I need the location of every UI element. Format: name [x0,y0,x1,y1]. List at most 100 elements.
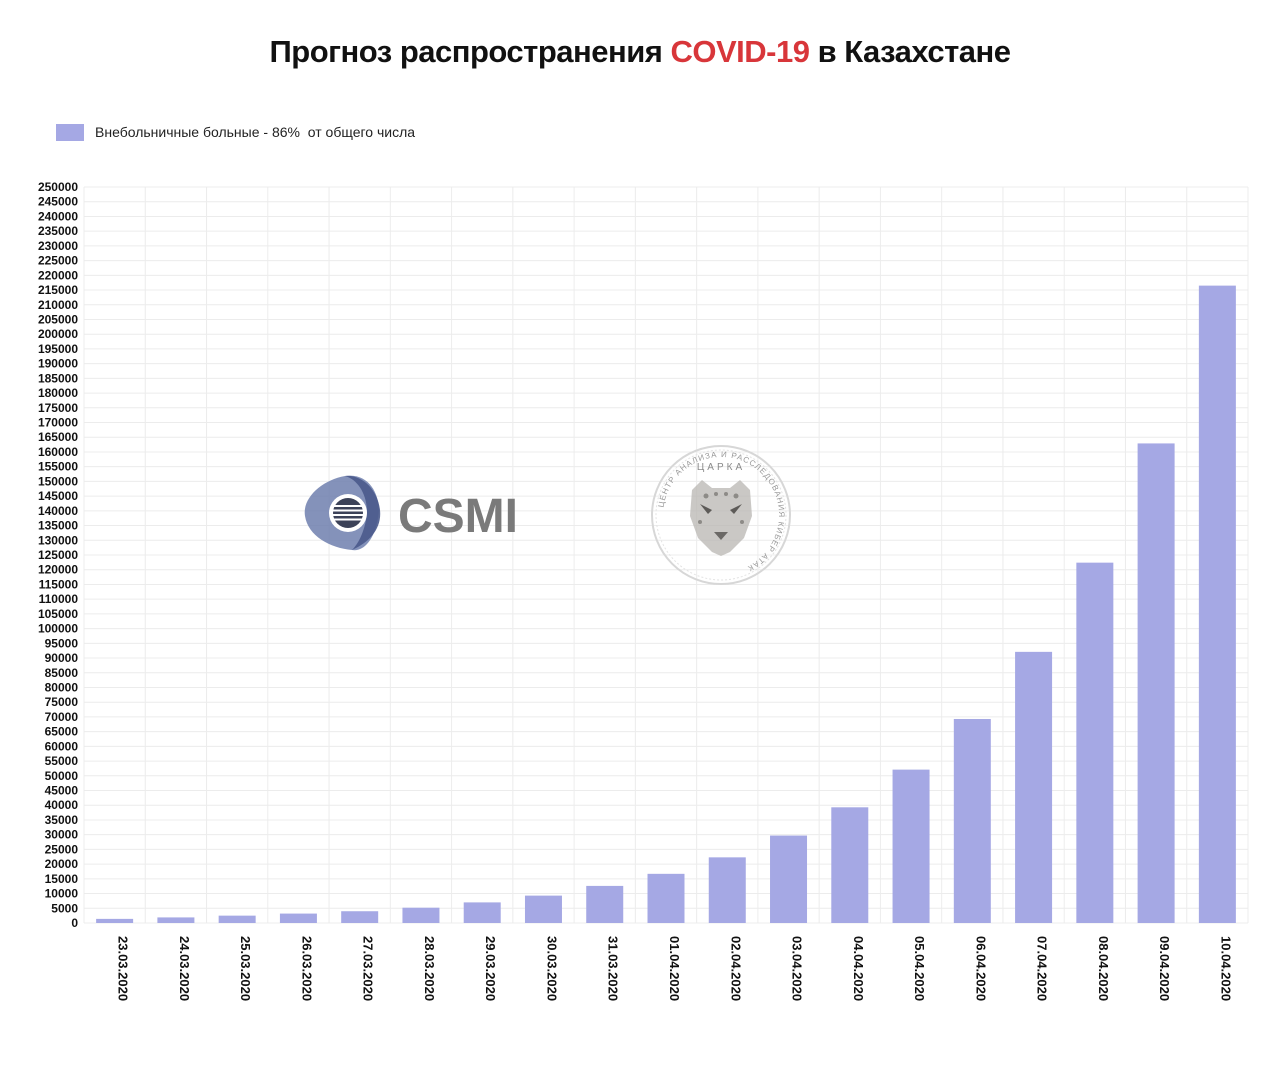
y-tick-label: 120000 [38,563,78,577]
y-tick-label: 130000 [38,533,78,547]
x-tick-label: 24.03.2020 [177,936,192,1001]
y-tick-label: 135000 [38,519,78,533]
bar-05.04.2020 [892,769,930,923]
x-tick-label: 08.04.2020 [1096,936,1111,1001]
y-tick-label: 65000 [45,725,79,739]
y-tick-label: 45000 [45,784,79,798]
seal-top-text: ЦАРКА [697,462,745,473]
y-tick-label: 125000 [38,548,78,562]
bar-10.04.2020 [1198,285,1236,923]
y-tick-label: 165000 [38,430,78,444]
carka-seal-logo: ЦЕНТР АНАЛИЗА И РАССЛЕДОВАНИЯ КИБЕР АТАК… [651,445,791,585]
bar-31.03.2020 [586,885,624,923]
x-tick-label: 07.04.2020 [1035,936,1050,1001]
x-tick-label: 09.04.2020 [1157,936,1172,1001]
y-tick-label: 10000 [45,887,79,901]
y-tick-label: 30000 [45,828,79,842]
y-tick-label: 195000 [38,342,78,356]
y-tick-label: 140000 [38,504,78,518]
y-tick-label: 170000 [38,416,78,430]
y-tick-label: 145000 [38,489,78,503]
y-tick-label: 115000 [39,577,79,591]
y-tick-label: 0 [71,916,78,930]
bar-01.04.2020 [647,873,685,923]
y-tick-label: 190000 [38,357,78,371]
x-tick-label: 02.04.2020 [728,936,743,1001]
bar-09.04.2020 [1137,443,1175,923]
x-tick-label: 28.03.2020 [422,936,437,1001]
y-axis-ticks: 0500010000150002000025000300003500040000… [38,180,78,930]
y-tick-label: 175000 [38,401,78,415]
x-tick-label: 03.04.2020 [790,936,805,1001]
y-tick-label: 185000 [38,371,78,385]
bar-30.03.2020 [524,895,562,923]
x-tick-label: 31.03.2020 [606,936,621,1001]
x-tick-label: 05.04.2020 [912,936,927,1001]
legend: Внебольничные больные - 86% от общего чи… [56,122,415,142]
y-tick-label: 210000 [38,298,78,312]
y-tick-label: 55000 [45,754,79,768]
bar-03.04.2020 [770,835,808,923]
y-tick-label: 235000 [38,224,78,238]
y-tick-label: 90000 [45,651,79,665]
csmi-logo-text: CSMI [398,490,518,543]
y-tick-label: 215000 [38,283,78,297]
bar-27.03.2020 [341,911,379,923]
y-tick-label: 60000 [45,739,79,753]
x-tick-label: 10.04.2020 [1218,936,1233,1001]
title-after: в Казахстане [809,34,1011,69]
y-tick-label: 240000 [38,209,78,223]
y-tick-label: 100000 [38,622,78,636]
y-tick-label: 95000 [45,636,79,650]
bar-24.03.2020 [157,917,195,923]
x-tick-label: 26.03.2020 [299,936,314,1001]
y-tick-label: 50000 [45,769,79,783]
y-tick-label: 80000 [45,680,79,694]
y-tick-label: 220000 [38,268,78,282]
y-tick-label: 70000 [45,710,79,724]
y-tick-label: 230000 [38,239,78,253]
y-tick-label: 75000 [45,695,79,709]
legend-swatch [56,123,84,141]
bar-29.03.2020 [463,902,501,923]
x-axis-ticks: 23.03.2020 24.03.2020 25.03.2020 26.03.2020… [116,936,1234,1001]
y-tick-label: 110000 [39,592,79,606]
y-tick-label: 245000 [38,195,78,209]
x-tick-label: 06.04.2020 [973,936,988,1001]
y-tick-label: 150000 [38,474,78,488]
bar-02.04.2020 [708,857,746,923]
chart-title: Прогноз распространения COVID-19 в Казах… [0,34,1280,70]
y-tick-label: 180000 [38,386,78,400]
x-tick-label: 30.03.2020 [544,936,559,1001]
bar-06.04.2020 [953,718,991,923]
y-tick-label: 25000 [45,842,79,856]
bar-04.04.2020 [831,807,869,923]
bar-07.04.2020 [1015,651,1053,923]
y-tick-label: 5000 [51,901,78,915]
y-tick-label: 250000 [38,180,78,194]
legend-label: Внебольничные больные - 86% от общего чи… [95,124,416,140]
x-tick-label: 01.04.2020 [667,936,682,1001]
bar-08.04.2020 [1076,562,1114,923]
y-tick-label: 205000 [38,312,78,326]
bar-25.03.2020 [218,915,256,923]
y-tick-label: 160000 [38,445,78,459]
y-tick-label: 85000 [45,666,79,680]
x-tick-label: 23.03.2020 [116,936,131,1001]
bars [96,285,1236,923]
title-before: Прогноз распространения [269,34,671,69]
x-tick-label: 29.03.2020 [483,936,498,1001]
csmi-logo: CSMI [304,475,518,551]
x-tick-label: 04.04.2020 [851,936,866,1001]
y-tick-label: 105000 [38,607,78,621]
x-tick-label: 27.03.2020 [361,936,376,1001]
x-tick-label: 25.03.2020 [238,936,253,1001]
y-tick-label: 20000 [45,857,79,871]
y-tick-label: 15000 [45,872,79,886]
y-tick-label: 155000 [38,460,78,474]
y-tick-label: 200000 [38,327,78,341]
bar-26.03.2020 [279,913,317,923]
title-accent: COVID-19 [670,34,810,69]
bar-23.03.2020 [96,918,134,923]
